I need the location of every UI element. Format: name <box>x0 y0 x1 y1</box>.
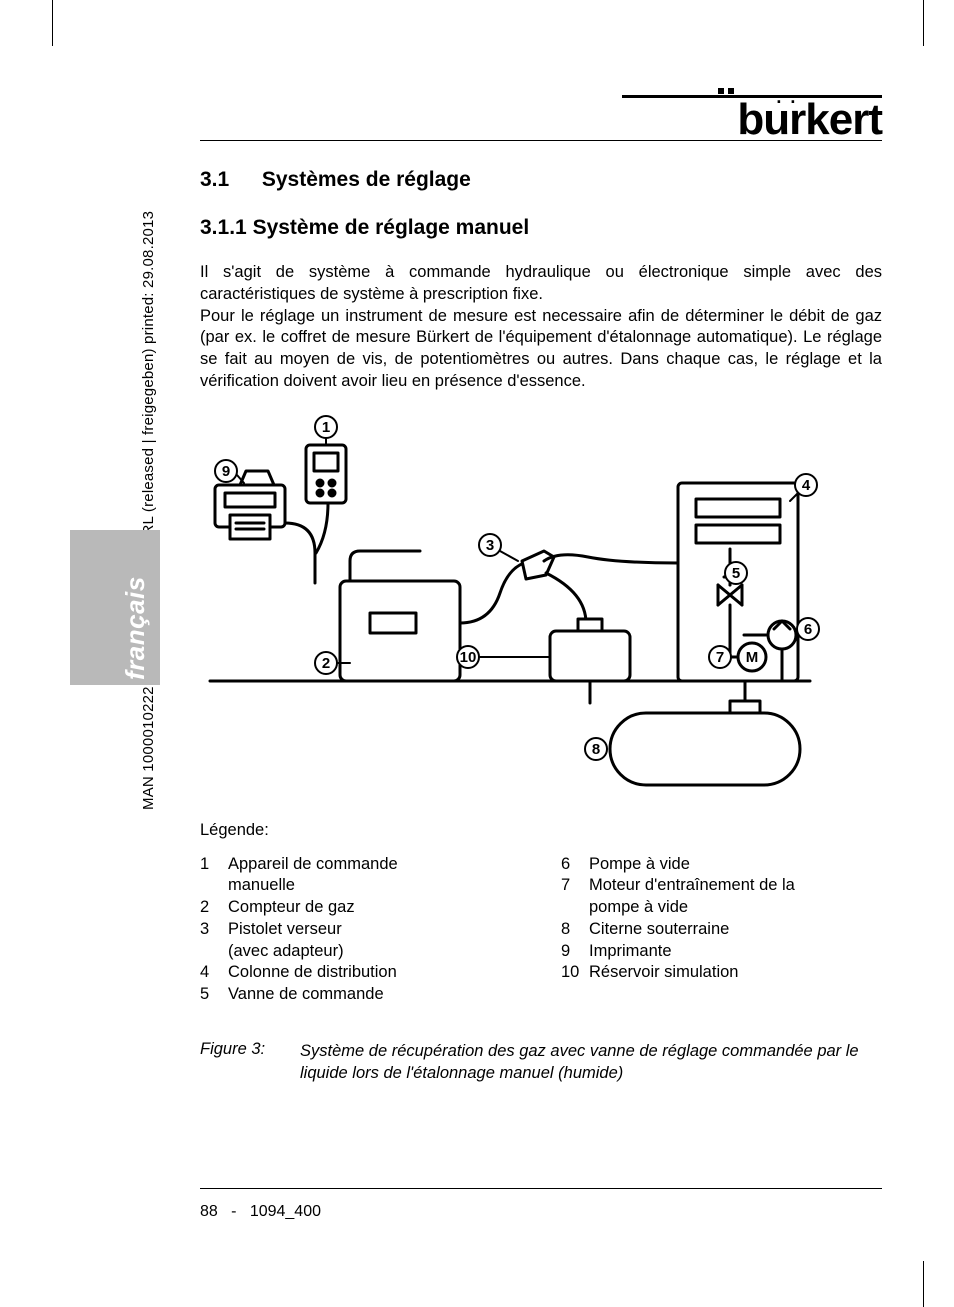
subsection-heading: 3.1.1 Système de réglage manuel <box>200 216 882 240</box>
doc-number: 1094_400 <box>250 1203 321 1220</box>
figure-text: Système de récupération des gaz avec van… <box>300 1040 882 1085</box>
legend-item: 10Réservoir simulation <box>561 962 882 984</box>
subsection-number: 3.1.1 <box>200 216 247 239</box>
callout-9: 9 <box>222 463 230 480</box>
legend-text: Pistolet verseur <box>228 919 521 941</box>
section-title: Systèmes de réglage <box>262 168 471 191</box>
callout-6: 6 <box>804 621 812 638</box>
legend-text: Réservoir simulation <box>589 962 882 984</box>
legend-number: 4 <box>200 962 228 984</box>
legend-number <box>200 875 228 897</box>
brand-logo: b. .urkert <box>622 88 882 140</box>
legend-text: Imprimante <box>589 941 882 963</box>
legend-item: 8Citerne souterraine <box>561 919 882 941</box>
legend: 1Appareil de commandemanuelle2Compteur d… <box>200 854 882 1006</box>
legend-number: 7 <box>561 875 589 897</box>
legend-item: 7Moteur d'entraînement de la <box>561 875 882 897</box>
legend-text: Colonne de distribution <box>228 962 521 984</box>
legend-text: Vanne de commande <box>228 984 521 1006</box>
legend-item: 4Colonne de distribution <box>200 962 521 984</box>
legend-item: pompe à vide <box>561 897 882 919</box>
legend-number: 8 <box>561 919 589 941</box>
legend-number: 10 <box>561 962 589 984</box>
legend-text: Citerne souterraine <box>589 919 882 941</box>
content-column: 3.1 Systèmes de réglage 3.1.1 Système de… <box>200 168 882 1084</box>
callout-3: 3 <box>486 537 494 554</box>
body-paragraph: Il s'agit de système à commande hydrauli… <box>200 262 882 393</box>
section-heading: 3.1 Systèmes de réglage <box>200 168 882 192</box>
crop-mark <box>52 0 53 46</box>
footer-rule <box>200 1188 882 1189</box>
legend-number: 3 <box>200 919 228 941</box>
crop-mark <box>923 0 924 46</box>
callout-2: 2 <box>322 655 330 672</box>
legend-item: manuelle <box>200 875 521 897</box>
legend-number: 6 <box>561 854 589 876</box>
footer-sep: - <box>231 1203 236 1220</box>
system-diagram: 1 2 3 4 5 6 7 8 9 10 M <box>200 413 820 813</box>
subsection-title: Système de réglage manuel <box>253 216 530 239</box>
legend-text: Moteur d'entraînement de la <box>589 875 882 897</box>
legend-text: manuelle <box>228 875 521 897</box>
page-footer: 88 - 1094_400 <box>200 1203 321 1221</box>
language-label: français <box>120 576 151 680</box>
side-metadata: MAN 1000010222 ML Version: I Status: RL … <box>140 211 157 810</box>
callout-1: 1 <box>322 419 330 436</box>
legend-number: 9 <box>561 941 589 963</box>
motor-label: M <box>746 649 759 666</box>
legend-text: Pompe à vide <box>589 854 882 876</box>
legend-number: 2 <box>200 897 228 919</box>
page: MAN 1000010222 ML Version: I Status: RL … <box>0 0 954 1307</box>
legend-text: Appareil de commande <box>228 854 521 876</box>
legend-item: 3Pistolet verseur <box>200 919 521 941</box>
legend-item: 9Imprimante <box>561 941 882 963</box>
legend-item: 5Vanne de commande <box>200 984 521 1006</box>
callout-10: 10 <box>460 649 477 666</box>
legend-item: 1Appareil de commande <box>200 854 521 876</box>
brand-logo-text: b. .urkert <box>622 100 882 140</box>
section-number: 3.1 <box>200 168 256 192</box>
legend-number <box>200 941 228 963</box>
callout-8: 8 <box>592 741 600 758</box>
legend-number <box>561 897 589 919</box>
legend-number: 1 <box>200 854 228 876</box>
legend-text: Compteur de gaz <box>228 897 521 919</box>
legend-number: 5 <box>200 984 228 1006</box>
legend-text: pompe à vide <box>589 897 882 919</box>
page-number: 88 <box>200 1203 218 1220</box>
legend-item: 2Compteur de gaz <box>200 897 521 919</box>
figure-caption: Figure 3: Système de récupération des ga… <box>200 1040 882 1085</box>
legend-item: (avec adapteur) <box>200 941 521 963</box>
legend-text: (avec adapteur) <box>228 941 521 963</box>
figure-label: Figure 3: <box>200 1040 300 1085</box>
legend-title: Légende: <box>200 821 882 840</box>
legend-item: 6Pompe à vide <box>561 854 882 876</box>
header-rule <box>200 140 882 141</box>
callout-5: 5 <box>732 565 740 582</box>
crop-mark <box>923 1261 924 1307</box>
callout-7: 7 <box>716 649 724 666</box>
callout-4: 4 <box>802 477 811 494</box>
